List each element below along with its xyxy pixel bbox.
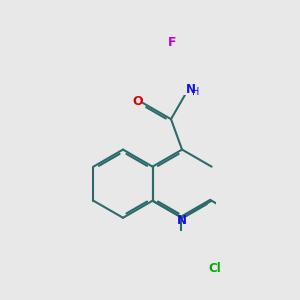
Text: N: N	[177, 214, 187, 227]
Text: N: N	[186, 83, 196, 97]
Text: H: H	[192, 87, 200, 97]
Text: Cl: Cl	[209, 262, 222, 275]
Text: F: F	[167, 36, 176, 49]
Text: O: O	[133, 95, 143, 108]
